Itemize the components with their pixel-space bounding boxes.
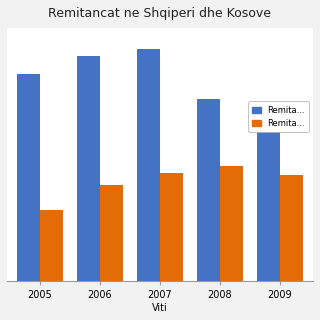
X-axis label: Viti: Viti bbox=[152, 303, 168, 313]
Bar bbox=[17, 74, 40, 281]
Bar bbox=[137, 49, 160, 281]
Bar bbox=[197, 100, 220, 281]
Bar bbox=[220, 166, 243, 281]
Bar bbox=[257, 116, 280, 281]
Bar bbox=[280, 175, 303, 281]
Bar bbox=[40, 210, 63, 281]
Bar bbox=[77, 56, 100, 281]
Title: Remitancat ne Shqiperi dhe Kosove: Remitancat ne Shqiperi dhe Kosove bbox=[49, 7, 271, 20]
Bar bbox=[160, 173, 183, 281]
Bar bbox=[100, 185, 123, 281]
Legend: Remita..., Remita...: Remita..., Remita... bbox=[248, 101, 309, 132]
